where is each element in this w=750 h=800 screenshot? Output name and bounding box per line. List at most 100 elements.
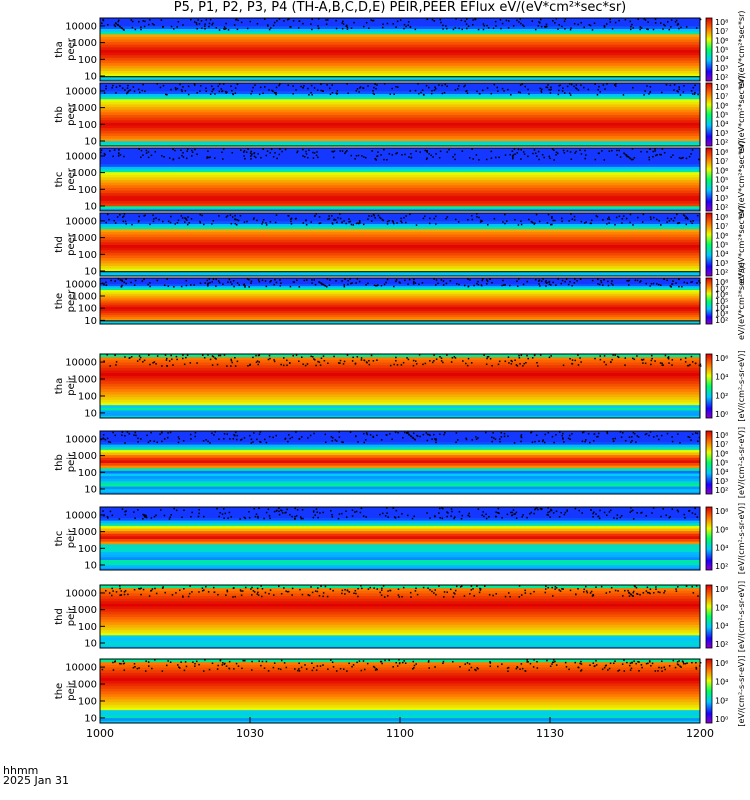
y-tick-label: 100: [78, 304, 97, 315]
noise-dot: [516, 512, 518, 514]
noise-dot: [279, 148, 281, 150]
noise-dot: [502, 280, 504, 282]
noise-dot: [210, 359, 212, 361]
noise-dot: [348, 218, 350, 220]
noise-dot: [540, 90, 542, 92]
noise-dot: [452, 357, 454, 359]
noise-dot: [671, 436, 673, 438]
noise-dot: [573, 86, 575, 88]
noise-dot: [436, 279, 438, 281]
noise-dot: [218, 280, 220, 282]
noise-dot: [137, 441, 139, 443]
noise-dot: [364, 442, 366, 444]
noise-dot: [339, 513, 341, 515]
colorbar-tick-label: 10⁴: [715, 55, 728, 64]
noise-dot: [368, 360, 370, 362]
noise-dot: [550, 224, 552, 226]
noise-dot: [288, 591, 290, 593]
noise-dot: [664, 590, 666, 592]
noise-dot: [680, 27, 682, 29]
noise-dot: [294, 668, 296, 670]
noise-dot: [119, 518, 121, 520]
noise-dot: [222, 158, 224, 160]
noise-dot: [329, 279, 331, 281]
noise-dot: [661, 661, 663, 663]
noise-dot: [441, 85, 443, 87]
noise-dot: [521, 224, 523, 226]
noise-dot: [677, 586, 679, 588]
noise-dot: [402, 662, 404, 664]
noise-dot: [577, 24, 579, 26]
noise-dot: [181, 89, 183, 91]
noise-dot: [560, 512, 562, 514]
noise-dot: [133, 511, 135, 513]
noise-dot: [183, 588, 185, 590]
noise-dot: [473, 158, 475, 160]
y-tick-label: 10: [84, 316, 97, 327]
noise-dot: [209, 669, 211, 671]
noise-dot: [109, 592, 111, 594]
noise-dot: [165, 354, 167, 356]
noise-dot: [423, 94, 425, 96]
noise-dot: [107, 438, 109, 440]
noise-dot: [367, 85, 369, 87]
noise-dot: [209, 23, 211, 25]
noise-dot: [632, 510, 634, 512]
noise-dot: [279, 514, 281, 516]
noise-dot: [697, 433, 699, 435]
noise-dot: [258, 508, 260, 510]
noise-dot: [190, 516, 192, 518]
noise-dot: [610, 663, 612, 665]
noise-dot: [686, 662, 688, 664]
noise-dot: [366, 361, 368, 363]
noise-dot: [119, 85, 121, 87]
noise-dot: [257, 153, 259, 155]
noise-dot: [542, 441, 544, 443]
colorbar: [706, 213, 712, 276]
noise-dot: [319, 595, 321, 597]
noise-dot: [599, 355, 601, 357]
colorbar-tick-label: 10⁶: [715, 231, 728, 240]
noise-dot: [367, 283, 369, 285]
noise-dot: [312, 356, 314, 358]
noise-dot: [181, 517, 183, 519]
noise-dot: [229, 279, 231, 281]
noise-dot: [556, 587, 558, 589]
noise-dot: [162, 587, 164, 589]
noise-dot: [256, 362, 258, 364]
colorbar-tick-label: 10⁷: [715, 92, 728, 101]
colorbar-tick-label: 10⁰: [715, 410, 728, 419]
noise-dot: [313, 433, 315, 435]
noise-dot: [203, 440, 205, 442]
noise-dot: [602, 669, 604, 671]
noise-dot: [457, 439, 459, 441]
noise-dot: [252, 357, 254, 359]
noise-dot: [105, 85, 107, 87]
noise-dot: [507, 89, 509, 91]
noise-dot: [150, 590, 152, 592]
noise-dot: [315, 590, 317, 592]
noise-dot: [469, 593, 471, 595]
panel-thc-peer: 10000100010010thc peer10⁸10⁷10⁶10⁵10⁴10³1…: [54, 140, 746, 218]
noise-dot: [651, 360, 653, 362]
noise-dot: [353, 593, 355, 595]
noise-dot: [461, 518, 463, 520]
noise-dot: [311, 29, 313, 31]
noise-dot: [332, 437, 334, 439]
noise-dot: [397, 86, 399, 88]
noise-dot: [320, 84, 322, 86]
noise-dot: [471, 439, 473, 441]
noise-dot: [115, 364, 117, 366]
noise-dot: [518, 149, 520, 151]
noise-dot: [283, 587, 285, 589]
noise-dot: [419, 151, 421, 153]
noise-dot: [660, 22, 662, 24]
noise-dot: [127, 85, 129, 87]
noise-dot: [123, 156, 125, 158]
noise-dot: [553, 442, 555, 444]
noise-dot: [550, 355, 552, 357]
noise-dot: [534, 149, 536, 151]
noise-dot: [321, 284, 323, 286]
noise-dot: [215, 358, 217, 360]
noise-dot: [301, 436, 303, 438]
